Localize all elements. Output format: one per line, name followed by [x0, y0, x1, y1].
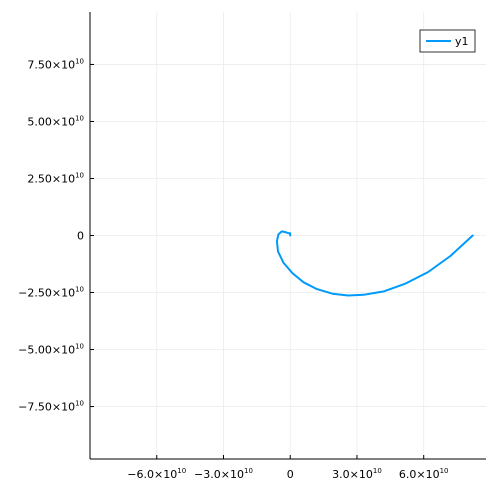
x-tick-label: −3.0×1010	[194, 467, 253, 481]
x-tick-label: 0	[287, 468, 294, 481]
legend-label: y1	[455, 35, 469, 48]
x-ticks: −6.0×1010 −3.0×1010 0 3.0×1010 6.0×1010	[127, 455, 449, 481]
y-ticks: 7.50×1010 5.00×1010 2.50×1010 0 −2.50×1010 −5…	[18, 57, 94, 414]
y-tick-label: 0	[77, 230, 84, 243]
series-line-y1	[275, 230, 474, 297]
y-tick-label: −2.50×1010	[18, 286, 84, 300]
y-tick-label: −5.00×1010	[18, 343, 84, 357]
x-tick-label: 6.0×1010	[399, 467, 449, 481]
y-tick-label: 7.50×1010	[27, 57, 84, 71]
legend: y1	[419, 29, 476, 53]
grid-lines	[90, 12, 486, 459]
y-tick-label: 5.00×1010	[27, 114, 84, 128]
series-group	[275, 230, 474, 297]
x-tick-label: −6.0×1010	[127, 467, 186, 481]
y-tick-label: −7.50×1010	[18, 400, 84, 414]
y-tick-label: 2.50×1010	[27, 171, 84, 185]
x-tick-label: 3.0×1010	[332, 467, 382, 481]
